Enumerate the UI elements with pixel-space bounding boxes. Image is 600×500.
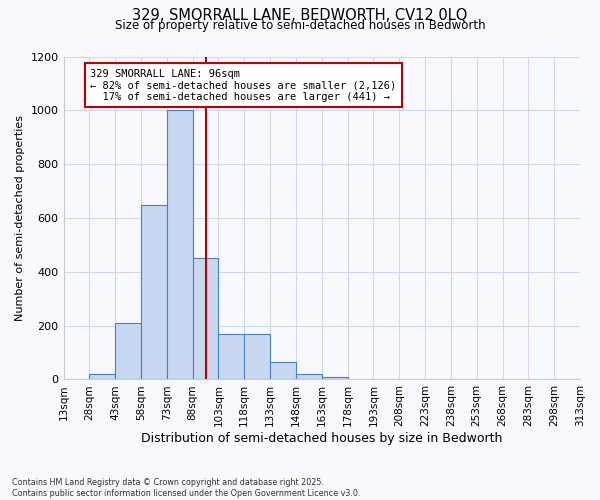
- Bar: [270, 362, 296, 380]
- Bar: [89, 374, 115, 380]
- Bar: [141, 204, 167, 380]
- Bar: [115, 323, 141, 380]
- Bar: [244, 334, 270, 380]
- Text: 329 SMORRALL LANE: 96sqm
← 82% of semi-detached houses are smaller (2,126)
  17%: 329 SMORRALL LANE: 96sqm ← 82% of semi-d…: [90, 68, 397, 102]
- Text: Contains HM Land Registry data © Crown copyright and database right 2025.
Contai: Contains HM Land Registry data © Crown c…: [12, 478, 361, 498]
- Bar: [167, 110, 193, 380]
- Bar: [322, 377, 347, 380]
- Bar: [218, 334, 244, 380]
- Bar: [296, 374, 322, 380]
- Y-axis label: Number of semi-detached properties: Number of semi-detached properties: [15, 115, 25, 321]
- X-axis label: Distribution of semi-detached houses by size in Bedworth: Distribution of semi-detached houses by …: [141, 432, 502, 445]
- Text: 329, SMORRALL LANE, BEDWORTH, CV12 0LQ: 329, SMORRALL LANE, BEDWORTH, CV12 0LQ: [133, 8, 467, 22]
- Bar: [193, 258, 218, 380]
- Text: Size of property relative to semi-detached houses in Bedworth: Size of property relative to semi-detach…: [115, 19, 485, 32]
